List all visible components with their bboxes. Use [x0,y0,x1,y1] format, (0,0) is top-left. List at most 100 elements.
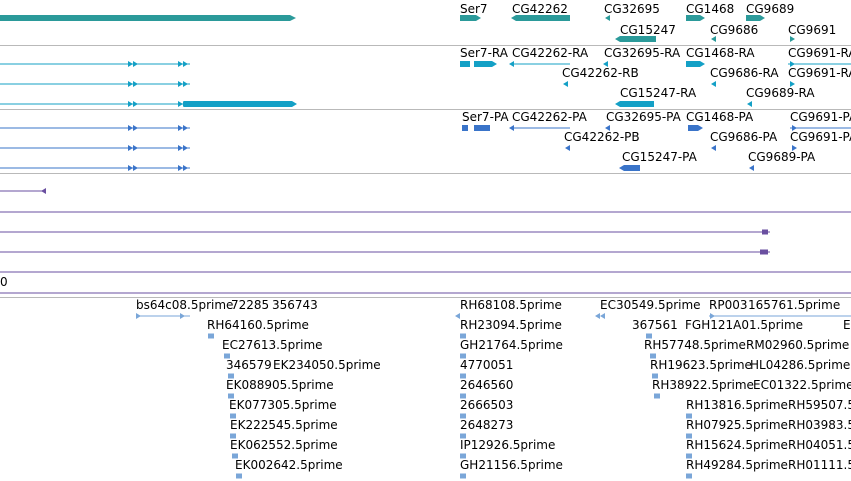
gene-glyph [0,15,290,21]
est-label[interactable]: EC30549.5prime [600,298,701,312]
strand-arrow-right [183,125,188,131]
gene-label[interactable]: CG9686 [710,23,759,37]
est-label[interactable]: IP12926.5prime [460,438,556,452]
est-label[interactable]: EC01322.5prime [753,378,851,392]
est-label[interactable]: HL04286.5prime [750,358,851,372]
est-label[interactable]: 2646560 [460,378,514,392]
transcript-label[interactable]: CG9691-RA [788,66,851,80]
est-label[interactable]: 4770051 [460,358,514,372]
gene-label[interactable]: CG1468 [686,2,735,16]
est-label[interactable]: EK234050.5prime [273,358,381,372]
strand-arrow-right [128,145,133,151]
est-label[interactable]: RH57748.5prime [644,338,746,352]
est-label[interactable]: RH59507.5 [788,398,851,412]
est-label[interactable]: RH68108.5prime [460,298,562,312]
transcript-label[interactable]: CG9691-RA [788,46,851,60]
est-label[interactable]: RH01111.5 [788,458,851,472]
est-label[interactable]: 72285 [231,298,270,312]
est-label[interactable]: 2666503 [460,398,514,412]
protein-label[interactable]: CG42262-PA [512,110,587,124]
est-block [230,413,236,419]
transcript-label[interactable]: Ser7-RA [460,46,508,60]
est-label[interactable]: RH03983.5 [788,418,851,432]
est-label[interactable]: 165761.5prime [748,298,841,312]
gene-label[interactable]: CG9691 [788,23,837,37]
strand-arrow-right [128,81,133,87]
transcript-label[interactable]: CG9689-RA [746,86,815,100]
protein-label[interactable]: CG42262-PB [564,130,640,144]
est-label[interactable]: RH64160.5prime [207,318,309,332]
strand-arrow-right [180,313,185,319]
est-label[interactable]: 367561 [632,318,678,332]
est-label[interactable]: RH38922.5prime [652,378,754,392]
est-block [460,453,466,459]
track-separator-3 [0,173,851,174]
protein-label[interactable]: CG1468-PA [686,110,754,124]
strand-arrow-right [290,15,296,21]
strand-arrow-right [178,165,183,171]
est-label[interactable]: RH07925.5prime [686,418,788,432]
strand-arrow-left [615,36,620,42]
strand-arrow-right [476,15,481,21]
protein-label[interactable]: CG32695-PA [606,110,681,124]
transcript-label[interactable]: CG9686-RA [710,66,779,80]
protein-label[interactable]: CG15247-PA [622,150,697,164]
est-label[interactable]: EK077305.5prime [229,398,337,412]
transcript-label[interactable]: CG42262-RB [562,66,639,80]
strand-arrow-right [128,125,133,131]
protein-label[interactable]: CG9689-PA [748,150,816,164]
est-label[interactable]: GH21764.5prime [460,338,563,352]
est-label[interactable]: EC27613.5prime [222,338,323,352]
strand-arrow-left [749,165,754,171]
est-label[interactable]: RP003 [709,298,748,312]
transcript-label[interactable]: CG42262-RA [512,46,589,60]
est-label[interactable]: 2648273 [460,418,514,432]
protein-label[interactable]: CG9686-PA [710,130,778,144]
est-label[interactable]: RH15624.5prime [686,438,788,452]
est-label[interactable]: bs64c08.5prime [136,298,234,312]
gene-label[interactable]: Ser7 [460,2,488,16]
est-label[interactable]: RH04051.5 [788,438,851,452]
strand-arrow-right [178,81,183,87]
est-label[interactable]: EK062552.5prime [230,438,338,452]
est-label[interactable]: EK222545.5prime [230,418,338,432]
est-label[interactable]: RH19623.5prime [650,358,752,372]
est-label[interactable]: E [843,318,851,332]
strand-arrow-right [492,61,497,67]
transcript-exon [184,101,292,107]
strand-arrow-left [603,61,608,67]
strand-arrow-right [700,15,705,21]
transcript-label[interactable]: CG1468-RA [686,46,755,60]
est-label[interactable]: 356743 [272,298,318,312]
protein-label[interactable]: CG9691-PA [790,130,851,144]
est-label[interactable]: RM02960.5prime [746,338,850,352]
est-block [460,473,466,479]
protein-label[interactable]: CG9691-PA [790,110,851,124]
protein-block [688,125,698,131]
gene-label[interactable]: CG9689 [746,2,795,16]
est-label[interactable]: EK088905.5prime [226,378,334,392]
est-label[interactable]: FGH121A01.5prime [685,318,804,332]
strand-arrow-right [178,125,183,131]
gene-label[interactable]: CG32695 [604,2,660,16]
transcript-label[interactable]: CG15247-RA [620,86,697,100]
strand-arrow-left [595,313,600,319]
est-label[interactable]: RH49284.5prime [686,458,788,472]
est-block [460,353,466,359]
transcript-label[interactable]: CG32695-RA [604,46,681,60]
protein-block [474,125,490,131]
est-label[interactable]: EK002642.5prime [235,458,343,472]
est-block [650,353,656,359]
strand-arrow-right [700,61,705,67]
tiling-label: 0 [0,275,8,289]
strand-arrow-right [792,145,797,151]
est-label[interactable]: GH21156.5prime [460,458,563,472]
est-label[interactable]: 346579 [226,358,272,372]
gene-label[interactable]: CG15247 [620,23,676,37]
strand-arrow-right [292,101,297,107]
est-label[interactable]: RH13816.5prime [686,398,788,412]
gene-label[interactable]: CG42262 [512,2,568,16]
est-block [224,353,230,359]
protein-label[interactable]: Ser7-PA [462,110,509,124]
est-label[interactable]: RH23094.5prime [460,318,562,332]
